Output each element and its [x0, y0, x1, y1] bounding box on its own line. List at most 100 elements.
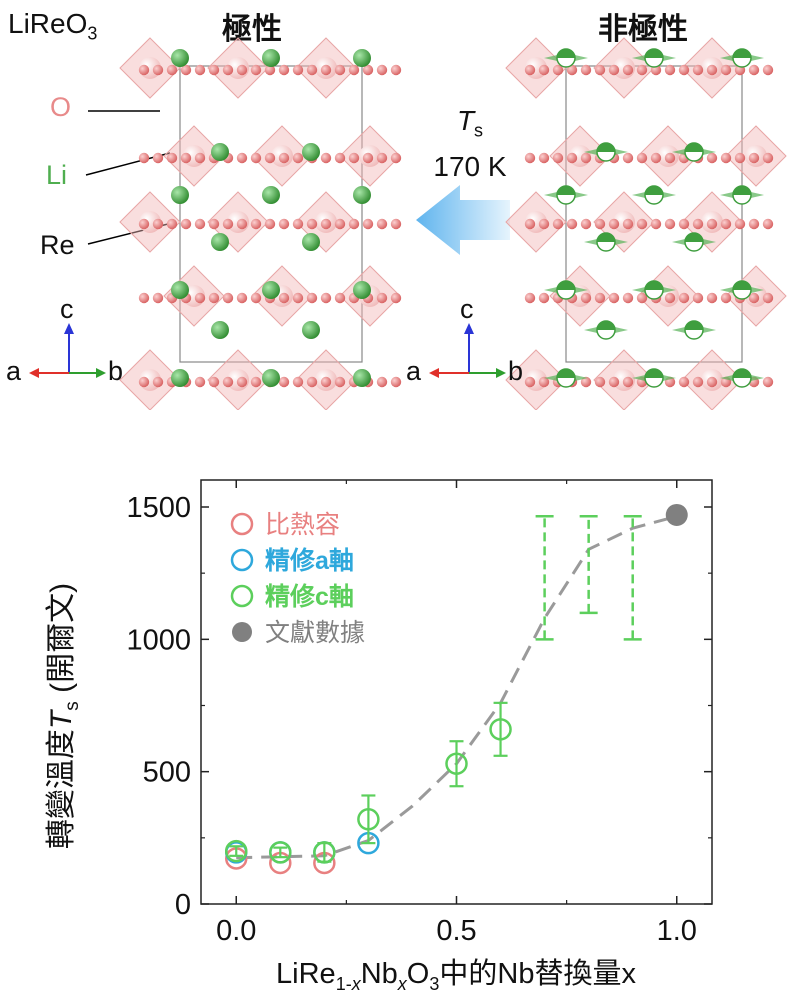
o-atom: [208, 64, 220, 76]
o-atom: [306, 376, 318, 388]
o-atom: [180, 64, 192, 76]
o-atom: [622, 152, 634, 164]
o-atom: [194, 218, 206, 230]
o-atom: [138, 64, 150, 76]
xlabel-f: O: [406, 958, 430, 990]
o-atom: [250, 152, 262, 164]
nonpolar-crystal: [505, 37, 787, 410]
legend-label: 比熱容: [265, 511, 340, 539]
li-atom: [353, 186, 371, 204]
legend-marker: [230, 512, 254, 536]
atom-label-o: O: [50, 92, 72, 122]
o-atom: [236, 152, 248, 164]
y-axis-label: 轉變溫度Ts (開爾文): [36, 583, 84, 849]
o-atom: [664, 152, 676, 164]
x-tick-label: 0.5: [436, 915, 476, 947]
axis-b-right: b: [508, 356, 524, 386]
o-atom: [706, 292, 718, 304]
o-atom: [334, 152, 346, 164]
o-atom: [636, 152, 648, 164]
o-atom: [720, 152, 732, 164]
o-atom: [292, 218, 304, 230]
li-atom-half: [597, 143, 615, 152]
o-atom: [608, 376, 620, 388]
o-atom: [278, 376, 290, 388]
o-atom: [706, 218, 718, 230]
o-atom: [566, 218, 578, 230]
o-atom: [362, 152, 374, 164]
o-atom: [278, 218, 290, 230]
axis-b-left: b: [108, 356, 124, 386]
o-atom: [748, 152, 760, 164]
li-atom-half: [685, 233, 703, 242]
o-atom: [264, 152, 276, 164]
o-atom: [320, 152, 332, 164]
data-point: [357, 808, 380, 831]
o-atom: [720, 292, 732, 304]
o-atom: [622, 292, 634, 304]
li-atom-half: [557, 186, 575, 195]
o-atom: [664, 292, 676, 304]
o-atom: [538, 292, 550, 304]
li-atom-half: [685, 143, 703, 152]
o-atom: [166, 152, 178, 164]
xlabel-a: LiRe: [276, 958, 336, 990]
o-atom: [250, 218, 262, 230]
ylabel-sub: s: [62, 701, 83, 711]
li-atom: [211, 321, 229, 339]
o-atom: [376, 218, 388, 230]
o-atom: [748, 292, 760, 304]
li-atom-half: [733, 369, 751, 378]
o-atom: [250, 64, 262, 76]
o-atom: [720, 218, 732, 230]
li-atom-half: [597, 233, 615, 242]
o-atom: [194, 152, 206, 164]
o-atom: [538, 64, 550, 76]
axis-triad-right: [429, 323, 506, 378]
li-atom: [211, 143, 229, 161]
li-atom-half: [645, 49, 663, 58]
o-atom: [692, 64, 704, 76]
ylabel-unit: (開爾文): [45, 582, 78, 693]
o-atom: [762, 218, 774, 230]
o-atom: [538, 376, 550, 388]
o-atom: [390, 376, 402, 388]
guide-curve: [236, 514, 678, 860]
x-tick-label: 0.0: [216, 915, 256, 947]
o-atom: [734, 152, 746, 164]
o-atom: [250, 292, 262, 304]
o-atom: [222, 292, 234, 304]
li-atom-half: [597, 321, 615, 330]
o-atom: [236, 292, 248, 304]
li-atom-half: [733, 281, 751, 290]
o-atom: [376, 64, 388, 76]
o-atom: [692, 376, 704, 388]
transition-arrow: [416, 185, 510, 255]
o-atom: [692, 218, 704, 230]
o-atom: [636, 292, 648, 304]
o-atom: [524, 376, 536, 388]
axis-a-left: a: [6, 356, 22, 386]
axis-a-right: a: [406, 356, 422, 386]
o-atom: [292, 152, 304, 164]
li-atom: [302, 321, 320, 339]
o-atom: [138, 376, 150, 388]
o-atom: [208, 218, 220, 230]
y-tick-label: 0: [175, 889, 191, 921]
o-atom: [622, 376, 634, 388]
li-atom: [353, 281, 371, 299]
o-atom: [222, 64, 234, 76]
o-atom: [678, 218, 690, 230]
o-atom: [236, 64, 248, 76]
li-atom: [211, 233, 229, 251]
o-atom: [152, 376, 164, 388]
o-atom: [706, 376, 718, 388]
o-atom: [524, 152, 536, 164]
atom-label-li: Li: [46, 160, 68, 190]
xlabel-d: Nb: [360, 958, 398, 990]
o-atom: [264, 218, 276, 230]
o-atom: [538, 218, 550, 230]
legend-label: 精修c軸: [265, 582, 354, 611]
o-atom: [580, 64, 592, 76]
